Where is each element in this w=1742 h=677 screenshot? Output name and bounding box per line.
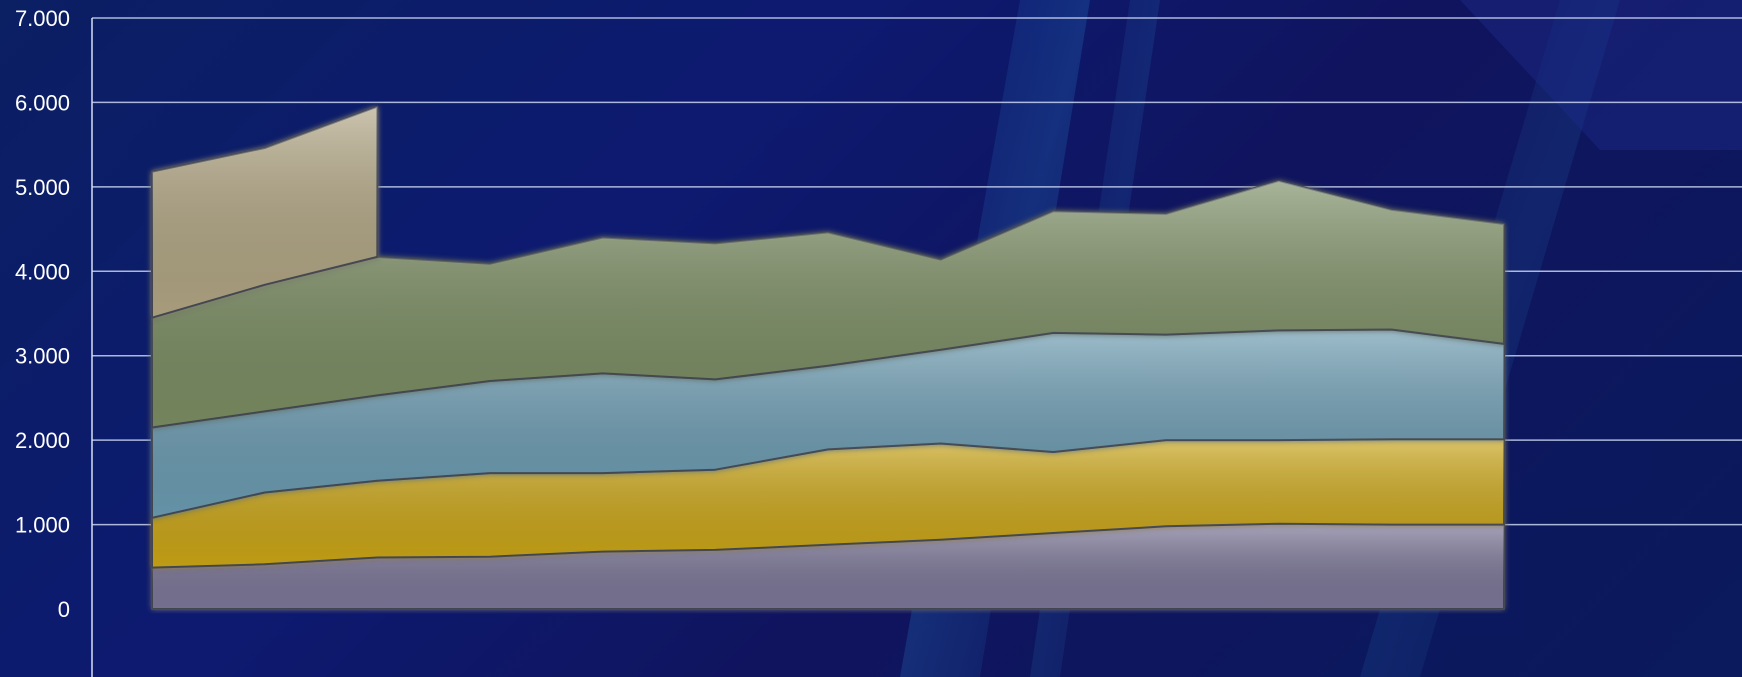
area-band-sheen — [152, 439, 1504, 568]
area-band-sheen — [152, 180, 1504, 428]
y-tick-label: 7.000 — [15, 6, 70, 31]
y-tick-label: 6.000 — [15, 90, 70, 115]
area-band-sheen — [152, 329, 1504, 518]
area-series — [151, 105, 1505, 610]
area-band-sheen — [152, 523, 1504, 609]
y-tick-label: 2.000 — [15, 428, 70, 453]
area-band-sheen — [152, 106, 378, 318]
area-band-4 — [151, 179, 1505, 429]
y-tick-label: 4.000 — [15, 259, 70, 284]
y-tick-label: 5.000 — [15, 175, 70, 200]
y-tick-label: 0 — [58, 597, 70, 622]
y-tick-label: 3.000 — [15, 344, 70, 369]
y-tick-label: 1.000 — [15, 513, 70, 538]
area-band-5 — [151, 105, 379, 319]
y-axis: 0 1.000 2.000 3.000 4.000 5.000 6.000 7.000 — [15, 6, 93, 677]
area-band-1 — [151, 522, 1505, 610]
